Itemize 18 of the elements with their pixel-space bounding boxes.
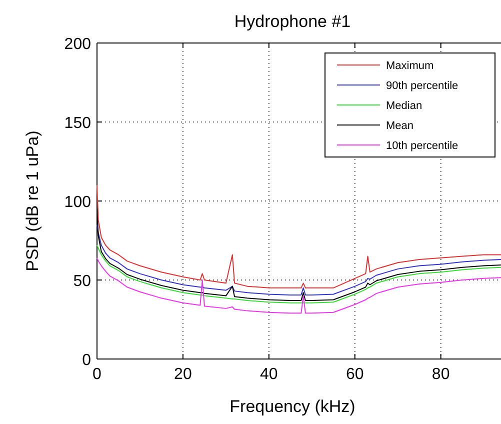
x-tick-label: 40 [260, 366, 278, 383]
y-tick-label: 150 [64, 115, 92, 132]
legend-label: Median [386, 100, 422, 112]
legend-label: Maximum [386, 60, 434, 72]
x-axis-title: Frequency (kHz) [230, 397, 356, 416]
y-axis-title: PSD (dB re 1 uPa) [23, 130, 42, 272]
y-tick-label: 100 [64, 194, 92, 211]
legend-label: Mean [386, 120, 414, 132]
y-tick-label: 0 [82, 352, 92, 369]
x-tick-label: 20 [174, 366, 192, 383]
y-tick-label: 200 [64, 36, 92, 53]
y-tick-label: 50 [73, 273, 92, 290]
legend-label: 90th percentile [386, 80, 458, 92]
x-tick-label: 80 [432, 366, 450, 383]
x-tick-label: 0 [92, 366, 102, 383]
chart-title: Hydrophone #1 [234, 12, 351, 31]
legend-label: 10th percentile [386, 140, 458, 152]
x-tick-label: 60 [346, 366, 364, 383]
